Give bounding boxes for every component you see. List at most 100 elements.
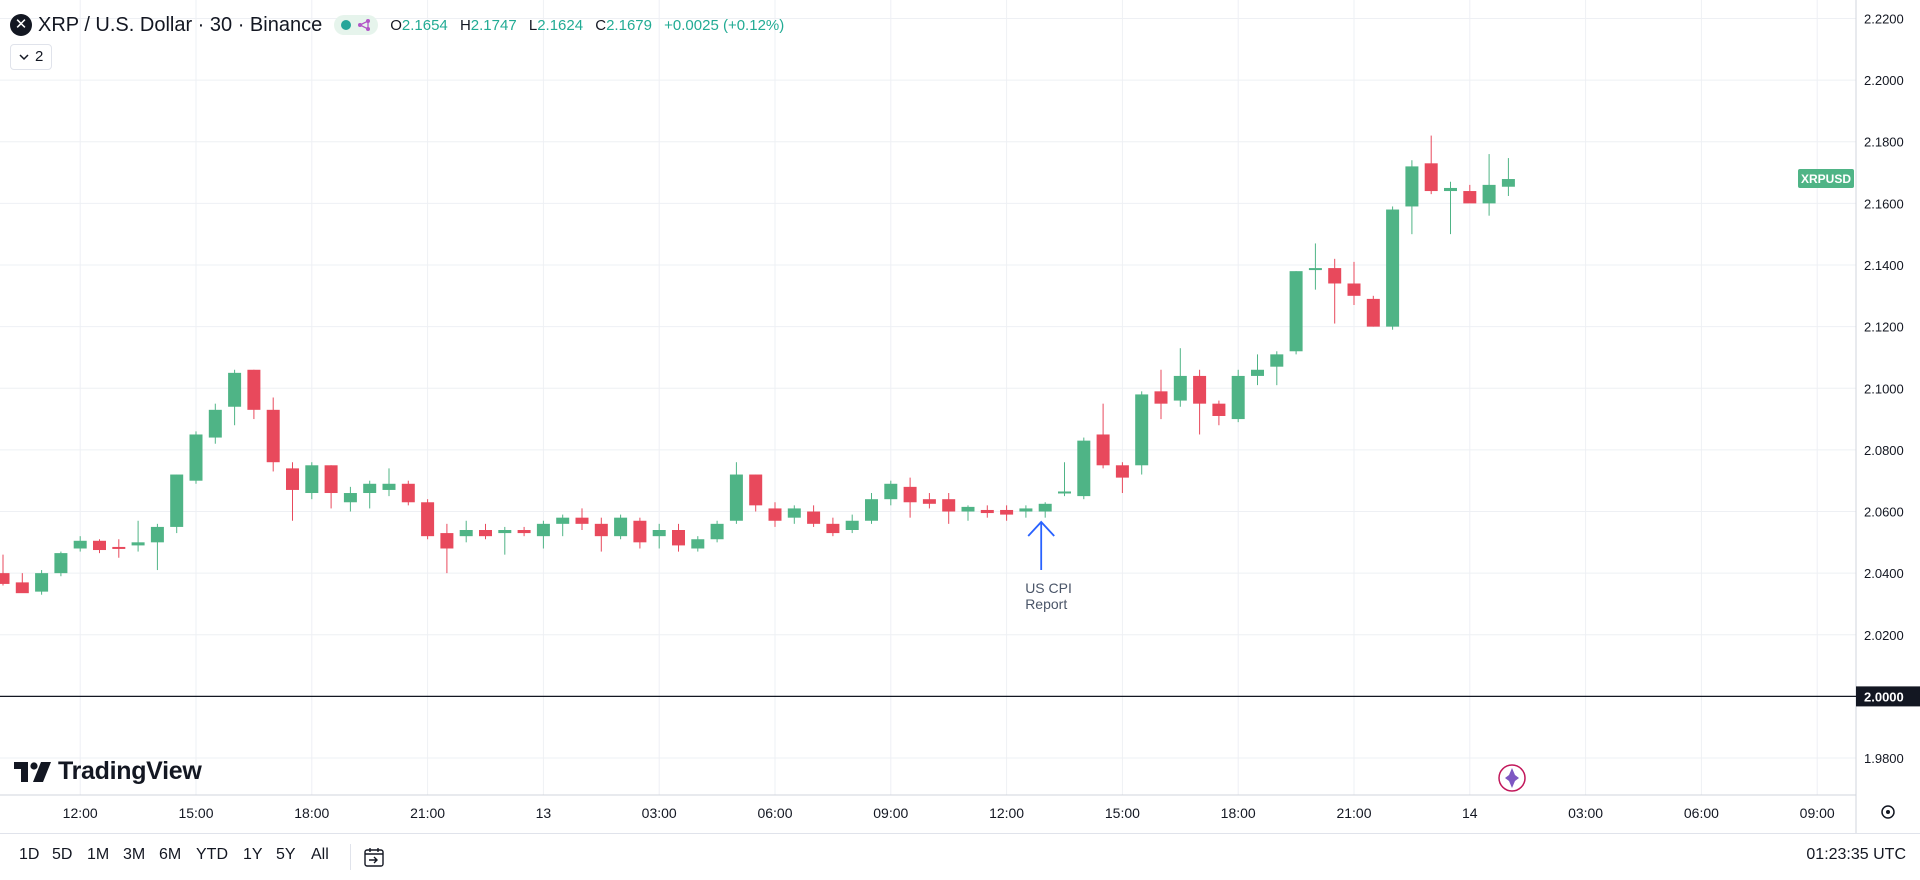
- candle-body[interactable]: [1154, 391, 1168, 404]
- range-button-3m[interactable]: 3M: [123, 846, 146, 863]
- candle-body[interactable]: [845, 520, 859, 530]
- candle-body[interactable]: [15, 582, 29, 594]
- candle-body[interactable]: [865, 499, 878, 521]
- candle-body[interactable]: [1444, 187, 1457, 192]
- candle-body[interactable]: [1328, 268, 1342, 284]
- candle-body[interactable]: [1405, 166, 1419, 207]
- candle-body[interactable]: [942, 499, 956, 512]
- candle-body[interactable]: [150, 526, 164, 543]
- range-button-5y[interactable]: 5Y: [276, 846, 296, 863]
- candle-body[interactable]: [401, 483, 415, 503]
- xrp-logo-icon[interactable]: ✕: [10, 14, 32, 36]
- utc-clock[interactable]: 01:23:35 UTC: [1806, 846, 1906, 863]
- candle-body[interactable]: [672, 530, 685, 546]
- assistant-sparkle-icon[interactable]: [1498, 764, 1526, 792]
- candle-body[interactable]: [691, 539, 705, 549]
- candle-body[interactable]: [768, 508, 782, 521]
- candle-body[interactable]: [54, 553, 68, 574]
- candle-body[interactable]: [787, 508, 801, 518]
- range-button-5d[interactable]: 5D: [52, 846, 73, 863]
- range-button-all[interactable]: All: [311, 846, 329, 863]
- candle-body[interactable]: [1058, 491, 1071, 494]
- range-button-6m[interactable]: 6M: [159, 846, 182, 863]
- candle-body[interactable]: [1193, 375, 1207, 404]
- range-button-ytd[interactable]: YTD: [196, 846, 228, 863]
- candle-body[interactable]: [286, 468, 299, 490]
- candle-body[interactable]: [1270, 354, 1284, 367]
- candle-body[interactable]: [421, 502, 435, 537]
- candle-body[interactable]: [363, 483, 377, 494]
- candle-body[interactable]: [1463, 191, 1477, 204]
- range-button-1m[interactable]: 1M: [87, 846, 110, 863]
- candle-body[interactable]: [479, 530, 492, 537]
- candle-body[interactable]: [266, 409, 280, 463]
- range-button-1d[interactable]: 1D: [19, 846, 40, 863]
- candle-body[interactable]: [1347, 283, 1361, 296]
- candle-body[interactable]: [594, 523, 608, 537]
- candle-body[interactable]: [1000, 509, 1014, 515]
- candle-body[interactable]: [729, 474, 743, 521]
- candle-body[interactable]: [440, 533, 454, 549]
- close-label: C: [595, 16, 607, 34]
- candle-body[interactable]: [189, 434, 203, 481]
- candle-body[interactable]: [208, 409, 222, 438]
- axis-settings-gear-icon[interactable]: [1881, 805, 1895, 819]
- candle-body[interactable]: [305, 465, 319, 494]
- candle-body[interactable]: [343, 493, 357, 503]
- candle-body[interactable]: [459, 530, 473, 537]
- symbol-price-badge[interactable]: [1798, 169, 1854, 189]
- candle-body[interactable]: [170, 474, 184, 527]
- candle-body[interactable]: [1308, 268, 1322, 271]
- candle-body[interactable]: [614, 517, 628, 537]
- candle-body[interactable]: [1366, 298, 1380, 327]
- tradingview-logo[interactable]: TradingView: [14, 757, 202, 786]
- candle-body[interactable]: [903, 486, 917, 503]
- candle-body[interactable]: [1038, 503, 1052, 512]
- candle-body[interactable]: [517, 530, 531, 534]
- candle-body[interactable]: [556, 517, 570, 524]
- symbol-title[interactable]: XRP / U.S. Dollar · 30 · Binance: [38, 13, 323, 36]
- candle-body[interactable]: [35, 573, 49, 592]
- candle-body[interactable]: [536, 523, 550, 537]
- candle-body[interactable]: [1019, 508, 1033, 512]
- candle-body[interactable]: [1096, 434, 1110, 466]
- candle-body[interactable]: [575, 517, 589, 524]
- range-button-1y[interactable]: 1Y: [243, 846, 263, 863]
- candle-body[interactable]: [826, 523, 840, 534]
- candle-body[interactable]: [382, 483, 396, 490]
- candle-body[interactable]: [1077, 440, 1091, 497]
- candle-body[interactable]: [73, 540, 87, 549]
- candle-body[interactable]: [1173, 375, 1187, 401]
- candle-body[interactable]: [93, 540, 106, 551]
- candle-body[interactable]: [980, 509, 994, 514]
- candle-body[interactable]: [1135, 394, 1149, 466]
- date-range-calendar-icon[interactable]: [362, 845, 386, 869]
- candle-body[interactable]: [961, 506, 975, 512]
- candle-body[interactable]: [1115, 465, 1129, 478]
- candle-body[interactable]: [131, 542, 145, 546]
- candle-body[interactable]: [1501, 179, 1515, 187]
- candle-body[interactable]: [1424, 163, 1438, 192]
- candle-body[interactable]: [807, 511, 821, 524]
- candle-body[interactable]: [1212, 403, 1226, 416]
- indicators-toggle-button[interactable]: 2: [10, 44, 53, 70]
- candle-body[interactable]: [1251, 369, 1264, 376]
- candle-body[interactable]: [112, 546, 126, 549]
- candle-body[interactable]: [633, 520, 647, 543]
- candle-body[interactable]: [1386, 209, 1400, 327]
- candle-body[interactable]: [652, 530, 666, 537]
- candle-body[interactable]: [1231, 375, 1245, 420]
- candle-body[interactable]: [0, 573, 10, 584]
- candle-body[interactable]: [884, 483, 898, 500]
- candle-body[interactable]: [749, 474, 763, 506]
- candle-body[interactable]: [1482, 184, 1496, 204]
- candle-body[interactable]: [1289, 271, 1303, 352]
- candle-body[interactable]: [228, 372, 242, 407]
- candle-body[interactable]: [324, 465, 338, 494]
- market-status-pill[interactable]: [334, 15, 379, 35]
- candle-body[interactable]: [922, 499, 936, 504]
- candle-body[interactable]: [247, 369, 261, 410]
- candle-body[interactable]: [710, 523, 724, 540]
- candle-body[interactable]: [498, 530, 512, 534]
